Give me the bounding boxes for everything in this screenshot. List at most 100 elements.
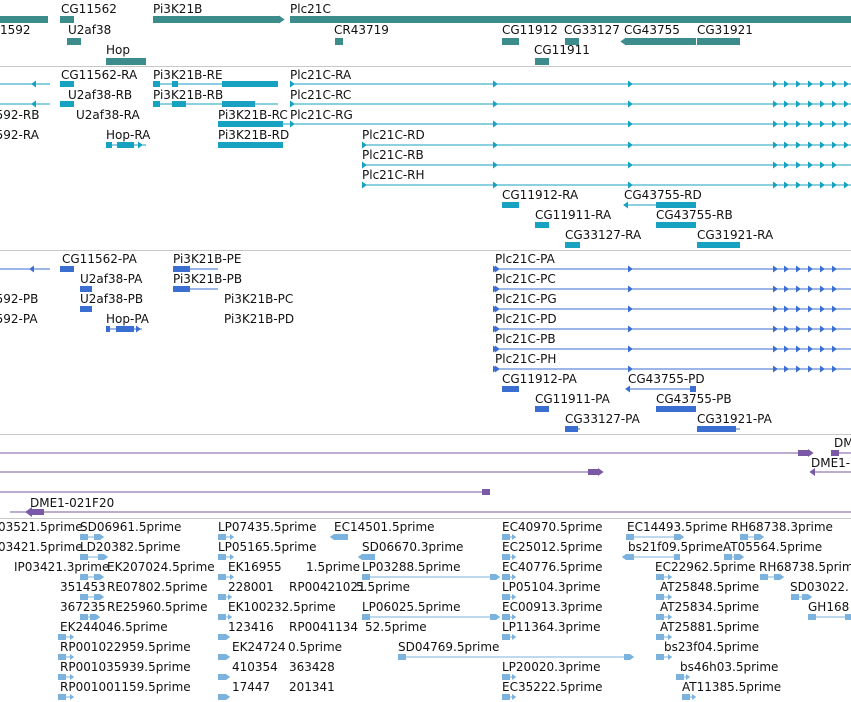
- ests-feature-label[interactable]: AT25881.5prime: [660, 620, 760, 634]
- est-block[interactable]: [674, 554, 680, 560]
- transcripts-feature-label[interactable]: 1592-RB: [0, 108, 40, 122]
- ests-feature-label[interactable]: 351453: [60, 580, 106, 594]
- est-block[interactable]: [369, 554, 375, 560]
- exon-block[interactable]: [218, 142, 283, 148]
- transcripts-feature-label[interactable]: CG31921-RA: [697, 228, 774, 242]
- clone-end[interactable]: [831, 450, 839, 456]
- ests-feature-label[interactable]: 367235: [60, 600, 106, 614]
- ests-feature-label[interactable]: SD06670.3prime: [362, 540, 464, 554]
- est-block[interactable]: [218, 534, 226, 540]
- ests-feature-label[interactable]: EC25012.5prime: [502, 540, 603, 554]
- transcripts-feature-label[interactable]: Plc21C-RA: [290, 68, 352, 82]
- proteins-feature-label[interactable]: CG43755-PB: [656, 392, 732, 406]
- est-block[interactable]: [90, 614, 96, 620]
- proteins-feature-label[interactable]: Plc21C-PC: [495, 272, 556, 286]
- est-block[interactable]: [845, 614, 851, 620]
- ests-feature-label[interactable]: 228001: [228, 580, 274, 594]
- transcripts-feature-label[interactable]: Plc21C-RH: [362, 168, 425, 182]
- est-block[interactable]: [342, 534, 348, 540]
- ests-feature-label[interactable]: RE07802.5prime: [107, 580, 208, 594]
- ests-feature-label[interactable]: EK207024.5prime: [107, 560, 215, 574]
- clone-end[interactable]: [798, 450, 808, 456]
- exon-block[interactable]: [697, 426, 736, 432]
- est-block[interactable]: [502, 574, 510, 580]
- exon-block[interactable]: [656, 202, 696, 208]
- proteins-feature-label[interactable]: Pi3K21B-PE: [173, 252, 242, 266]
- transcripts-feature-label[interactable]: Hop-RA: [106, 128, 151, 142]
- transcripts-feature-label[interactable]: CG11562-RA: [61, 68, 138, 82]
- est-block[interactable]: [502, 674, 510, 680]
- exon-block[interactable]: [535, 406, 549, 412]
- proteins-feature-label[interactable]: Hop-PA: [106, 312, 149, 326]
- exon-block[interactable]: [60, 266, 74, 272]
- est-block[interactable]: [656, 614, 664, 620]
- ests-feature-label[interactable]: EC35222.5prime: [502, 680, 603, 694]
- ests-feature-label[interactable]: bs23f04.5prime: [664, 640, 760, 654]
- ests-feature-label[interactable]: 17447: [232, 680, 271, 694]
- ests-feature-label[interactable]: EC40970.5prime: [502, 520, 603, 534]
- est-block[interactable]: [754, 534, 760, 540]
- gene-bar[interactable]: [106, 58, 146, 65]
- est-block[interactable]: [80, 574, 88, 580]
- clones-feature-label[interactable]: DME: [834, 436, 851, 450]
- genes-feature-label[interactable]: Pi3K21B: [153, 2, 203, 16]
- transcripts-feature-label[interactable]: Plc21C-RD: [362, 128, 425, 142]
- transcripts-feature-label[interactable]: 1592-RA: [0, 128, 39, 142]
- clones-feature-label[interactable]: DME1-: [811, 456, 851, 470]
- est-block[interactable]: [490, 614, 496, 620]
- transcripts-feature-label[interactable]: CG43755-RB: [656, 208, 733, 222]
- exon-block[interactable]: [60, 101, 74, 107]
- exon-block[interactable]: [535, 222, 549, 228]
- est-block[interactable]: [218, 594, 226, 600]
- proteins-feature-label[interactable]: U2af38-PB: [80, 292, 144, 306]
- gene-bar[interactable]: [335, 38, 343, 45]
- ests-feature-label[interactable]: 410354: [232, 660, 278, 674]
- gene-bar[interactable]: [626, 38, 696, 45]
- est-block[interactable]: [760, 574, 768, 580]
- proteins-feature-label[interactable]: Pi3K21B-PC: [224, 292, 294, 306]
- ests-feature-label[interactable]: IP03421.3prime: [14, 560, 110, 574]
- exon-block[interactable]: [565, 242, 580, 248]
- ests-feature-label[interactable]: LP07435.5prime: [218, 520, 317, 534]
- est-block[interactable]: [218, 614, 226, 620]
- ests-feature-label[interactable]: EK24724: [232, 640, 286, 654]
- ests-feature-label[interactable]: 0.5prime: [288, 640, 343, 654]
- exon-block[interactable]: [153, 81, 160, 87]
- est-block[interactable]: [656, 594, 664, 600]
- est-block[interactable]: [740, 534, 748, 540]
- ests-feature-label[interactable]: EC14501.5prime: [334, 520, 435, 534]
- transcripts-feature-label[interactable]: CG11911-RA: [535, 208, 612, 222]
- exon-block[interactable]: [172, 101, 186, 107]
- est-block[interactable]: [94, 594, 100, 600]
- ests-feature-label[interactable]: LP11364.3prime: [502, 620, 601, 634]
- proteins-feature-label[interactable]: Pi3K21B-PD: [224, 312, 295, 326]
- exon-block[interactable]: [502, 386, 519, 392]
- est-block[interactable]: [98, 554, 104, 560]
- transcripts-feature-label[interactable]: Plc21C-RC: [290, 88, 352, 102]
- exon-block[interactable]: [173, 266, 190, 272]
- ests-feature-label[interactable]: EK244046.5prime: [60, 620, 168, 634]
- exon-block[interactable]: [502, 202, 519, 208]
- clone-end[interactable]: [32, 509, 44, 515]
- genes-feature-label[interactable]: CG11562: [61, 2, 117, 16]
- ests-feature-label[interactable]: SD03022.: [790, 580, 849, 594]
- ests-feature-label[interactable]: GH168: [808, 600, 850, 614]
- genes-feature-label[interactable]: U2af38: [68, 23, 112, 37]
- proteins-feature-label[interactable]: CG43755-PD: [628, 372, 705, 386]
- ests-feature-label[interactable]: RP00421021: [289, 580, 366, 594]
- genes-feature-label[interactable]: CG11912: [502, 23, 558, 37]
- ests-feature-label[interactable]: 5.5prime: [356, 580, 411, 594]
- exon-block[interactable]: [656, 406, 696, 412]
- genes-feature-label[interactable]: CG33127: [564, 23, 620, 37]
- exon-block[interactable]: [656, 222, 696, 228]
- est-block[interactable]: [58, 674, 66, 680]
- ests-feature-label[interactable]: AT25848.5prime: [660, 580, 760, 594]
- est-block[interactable]: [218, 554, 226, 560]
- transcripts-feature-label[interactable]: U2af38-RA: [76, 108, 140, 122]
- exon-block[interactable]: [690, 386, 696, 392]
- est-block[interactable]: [58, 634, 66, 640]
- gene-bar[interactable]: [565, 38, 579, 45]
- ests-feature-label[interactable]: RH68738.5prime: [759, 560, 851, 574]
- ests-feature-label[interactable]: RP001035939.5prime: [60, 660, 191, 674]
- ests-feature-label[interactable]: EC22962.5prime: [655, 560, 756, 574]
